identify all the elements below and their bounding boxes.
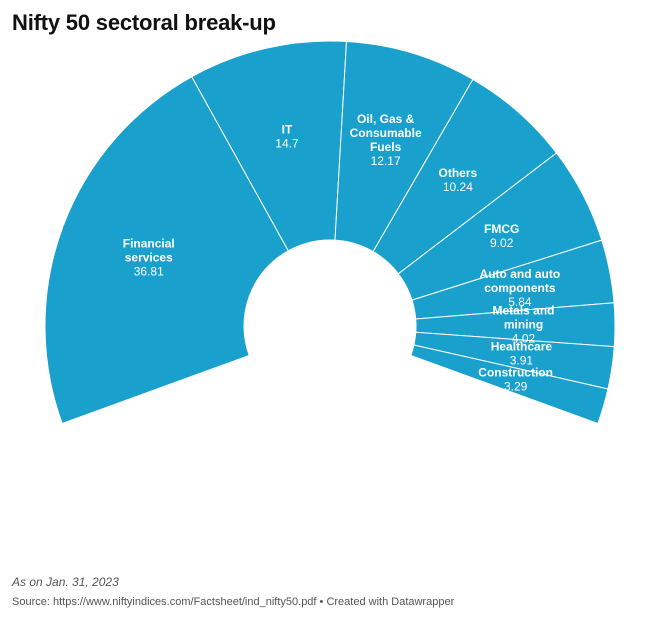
- slice-label-text: services: [125, 250, 173, 264]
- slice-label-text: components: [484, 281, 556, 295]
- chart-title: Nifty 50 sectoral break-up: [12, 10, 276, 35]
- slice-label-text: Financial: [123, 236, 175, 250]
- slice-value-label: 3.91: [510, 354, 534, 368]
- source-line: Source: https://www.niftyindices.com/Fac…: [12, 596, 455, 608]
- slice-label-text: Auto and auto: [480, 267, 561, 281]
- slices-group: [44, 40, 616, 425]
- slice-value-label: 10.24: [443, 180, 473, 194]
- slice-value-label: 36.81: [134, 264, 164, 278]
- slice-label-text: Oil, Gas &: [357, 112, 415, 126]
- slice-label-text: Others: [439, 166, 478, 180]
- slice-label-text: Fuels: [370, 140, 402, 154]
- slice-financial-services: [44, 76, 289, 425]
- slice-value-label: 3.29: [504, 380, 528, 394]
- slice-it: [191, 40, 348, 252]
- slice-label-text: mining: [504, 317, 543, 331]
- slice-label-text: Metals and: [492, 303, 554, 317]
- slice-label-text: Consumable: [350, 126, 422, 140]
- slice-label-text: Healthcare: [491, 340, 553, 354]
- slice-label-text: IT: [282, 123, 293, 137]
- slice-value-label: 9.02: [490, 236, 514, 250]
- chart-area: Financial services 36.81 IT 14.7 Oil, Gas & Co…: [0, 40, 660, 520]
- slice-value-label: 12.17: [371, 154, 401, 168]
- slice-value-label: 5.84: [508, 295, 532, 309]
- date-note: As on Jan. 31, 2023: [12, 575, 119, 589]
- slice-label-text: FMCG: [484, 222, 519, 236]
- slice-label-text: Construction: [478, 366, 553, 380]
- slice-construction: [410, 344, 609, 425]
- slice-value-label: 14.7: [275, 137, 299, 151]
- slice-value-label: 4.02: [512, 331, 536, 345]
